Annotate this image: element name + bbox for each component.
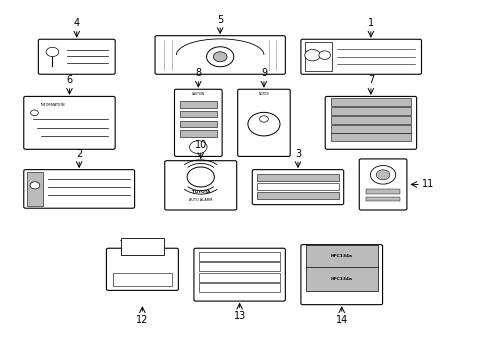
Text: HFC134a: HFC134a (330, 277, 352, 281)
Text: NOTICE: NOTICE (258, 92, 269, 96)
FancyBboxPatch shape (325, 96, 416, 149)
Text: 5: 5 (217, 15, 223, 24)
Circle shape (46, 47, 59, 57)
FancyBboxPatch shape (237, 89, 289, 157)
Text: 3: 3 (294, 149, 301, 158)
Text: 2: 2 (76, 149, 82, 158)
Text: 10: 10 (194, 140, 206, 150)
Text: 9: 9 (261, 68, 266, 78)
FancyBboxPatch shape (300, 245, 382, 305)
Circle shape (30, 182, 40, 189)
Text: 8: 8 (195, 68, 201, 78)
Bar (256, 174, 339, 181)
FancyBboxPatch shape (106, 248, 178, 291)
Text: INFORMATION: INFORMATION (40, 103, 64, 107)
Text: HFC134a: HFC134a (330, 255, 352, 258)
Bar (330, 134, 410, 141)
Circle shape (206, 47, 233, 67)
FancyBboxPatch shape (300, 39, 421, 74)
Text: 6: 6 (66, 75, 72, 85)
Bar (180, 101, 216, 108)
FancyBboxPatch shape (359, 159, 406, 210)
Bar (199, 252, 280, 261)
Text: 13: 13 (233, 311, 245, 321)
Circle shape (30, 110, 38, 116)
Bar (305, 244, 377, 268)
Bar (199, 262, 280, 271)
FancyBboxPatch shape (174, 89, 222, 157)
Bar (199, 273, 280, 282)
Circle shape (213, 52, 226, 62)
Circle shape (304, 49, 320, 61)
Bar (113, 273, 171, 286)
Bar (366, 189, 399, 194)
Text: CAUTION: CAUTION (191, 92, 204, 96)
Bar (120, 238, 164, 255)
Bar (180, 130, 216, 137)
Bar (199, 283, 280, 292)
Circle shape (247, 112, 280, 136)
Bar (330, 125, 410, 133)
Bar (330, 99, 410, 106)
FancyBboxPatch shape (164, 161, 236, 210)
FancyBboxPatch shape (38, 39, 115, 74)
Text: AUTO ALARM: AUTO ALARM (189, 198, 212, 202)
Circle shape (318, 51, 330, 59)
Bar (305, 42, 331, 71)
FancyBboxPatch shape (24, 170, 134, 208)
Bar (180, 121, 216, 127)
Text: TOYOTA: TOYOTA (191, 190, 209, 194)
Bar (27, 172, 42, 206)
FancyBboxPatch shape (194, 248, 285, 301)
Circle shape (370, 166, 395, 184)
Bar (256, 183, 339, 190)
Bar (305, 267, 377, 291)
Bar (256, 192, 339, 199)
Circle shape (187, 167, 214, 187)
Circle shape (259, 116, 268, 122)
Circle shape (189, 141, 206, 154)
FancyBboxPatch shape (155, 36, 285, 74)
Text: 1: 1 (367, 18, 373, 28)
Text: 14: 14 (335, 315, 347, 325)
Text: 4: 4 (74, 18, 80, 28)
Bar (180, 111, 216, 117)
Bar (330, 116, 410, 124)
FancyBboxPatch shape (252, 170, 343, 204)
Text: 11: 11 (421, 180, 433, 189)
Circle shape (375, 170, 389, 180)
Bar (330, 108, 410, 115)
Text: 12: 12 (136, 315, 148, 325)
Bar (366, 197, 399, 201)
FancyBboxPatch shape (24, 96, 115, 149)
Text: 7: 7 (367, 75, 373, 85)
